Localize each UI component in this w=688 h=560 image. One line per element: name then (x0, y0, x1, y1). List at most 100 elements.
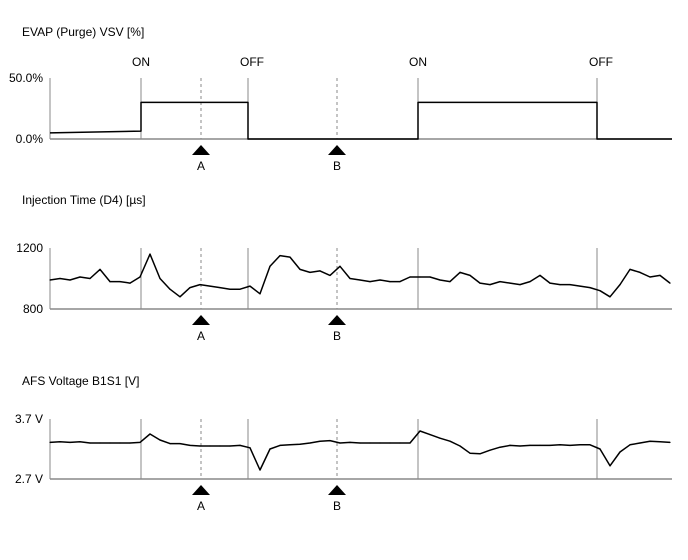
data-point (439, 279, 441, 281)
data-point (279, 444, 281, 446)
data-point (519, 284, 521, 286)
data-point (659, 274, 661, 276)
data-point (99, 268, 101, 270)
data-point (279, 255, 281, 257)
data-point (399, 442, 401, 444)
data-point (629, 268, 631, 270)
data-point (499, 281, 501, 283)
data-point (529, 444, 531, 446)
data-point (599, 290, 601, 292)
data-point (619, 284, 621, 286)
data-point (519, 445, 521, 447)
data-point (189, 444, 191, 446)
data-point (599, 448, 601, 450)
data-point (289, 256, 291, 258)
data-point (379, 279, 381, 281)
data-point (469, 452, 471, 454)
data-point (269, 265, 271, 267)
chart-title: Injection Time (D4) [µs] (22, 193, 146, 207)
data-point (389, 442, 391, 444)
y-tick-label-min: 800 (23, 302, 43, 316)
data-point (429, 434, 431, 436)
data-point (109, 442, 111, 444)
data-point (49, 279, 51, 281)
data-point (309, 442, 311, 444)
data-point (199, 284, 201, 286)
event-label-on: ON (409, 55, 427, 69)
data-point (289, 444, 291, 446)
data-point (609, 465, 611, 467)
data-point (539, 444, 541, 446)
data-point (489, 449, 491, 451)
data-point (449, 440, 451, 442)
chart-panel-3: AFS Voltage B1S1 [V] 3.7 V 2.7 V A B (15, 374, 672, 513)
event-label-on: ON (132, 55, 150, 69)
data-point (469, 274, 471, 276)
data-point (359, 442, 361, 444)
data-point (629, 444, 631, 446)
data-point (89, 442, 91, 444)
data-point (329, 440, 331, 442)
data-point (659, 441, 661, 443)
marker-triangle-icon (328, 315, 346, 325)
marker-label-a: A (197, 499, 205, 513)
data-point (459, 271, 461, 273)
data-point (129, 442, 131, 444)
data-point (59, 277, 61, 280)
series-line (49, 101, 672, 140)
data-point (419, 430, 421, 432)
data-point (509, 444, 511, 446)
data-point (409, 276, 411, 278)
marker-triangle-icon (192, 145, 210, 155)
marker-label-b: B (333, 159, 341, 173)
data-point (229, 288, 231, 290)
marker-triangle-icon (328, 145, 346, 155)
data-point (649, 440, 651, 442)
data-point (559, 444, 561, 446)
marker-label-b: B (333, 329, 341, 343)
marker-label-b: B (333, 499, 341, 513)
marker-triangle-icon (328, 485, 346, 495)
data-point (149, 433, 151, 435)
data-point (59, 441, 61, 443)
chart-panel-2: Injection Time (D4) [µs] 1200 800 A B (16, 193, 672, 343)
data-point (209, 285, 211, 287)
series-line (49, 253, 671, 298)
data-point (319, 440, 321, 442)
data-point (209, 445, 211, 447)
data-point (99, 442, 101, 444)
data-point (309, 271, 311, 273)
data-point (79, 276, 81, 278)
data-point (669, 441, 671, 443)
marker-triangle-icon (192, 485, 210, 495)
data-point (539, 274, 541, 276)
data-point (139, 441, 141, 443)
data-point (69, 279, 71, 281)
data-point (149, 253, 151, 255)
data-point (299, 268, 301, 270)
data-point (589, 444, 591, 446)
data-point (529, 281, 531, 283)
data-point (259, 469, 261, 471)
data-point (649, 276, 651, 278)
marker-triangle-icon (192, 315, 210, 325)
data-point (389, 281, 391, 283)
data-point (349, 277, 351, 280)
data-point (639, 442, 641, 444)
marker-label-a: A (197, 329, 205, 343)
data-point (579, 285, 581, 287)
data-point (139, 276, 141, 278)
data-point (199, 445, 201, 447)
data-point (169, 443, 171, 445)
data-point (129, 282, 131, 284)
data-point (639, 271, 641, 273)
data-point (229, 445, 231, 447)
y-tick-label-max: 3.7 V (15, 412, 43, 426)
y-tick-label-max: 1200 (16, 241, 43, 255)
data-point (439, 437, 441, 439)
data-point (159, 439, 161, 441)
chart-title: EVAP (Purge) VSV [%] (22, 25, 144, 39)
data-point (379, 442, 381, 444)
data-point (89, 277, 91, 280)
data-point (329, 274, 331, 276)
